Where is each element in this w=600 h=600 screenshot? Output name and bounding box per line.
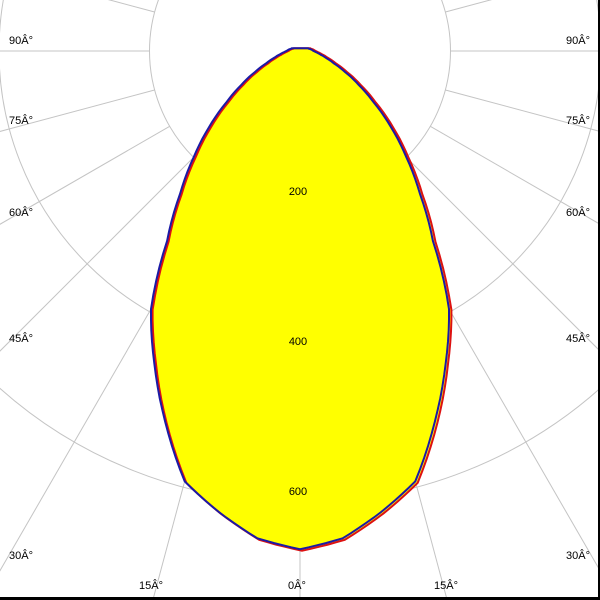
c90-curve [151, 47, 453, 552]
grid-spoke-105 [445, 0, 493, 13]
angle-label-right-90: 90Â° [566, 35, 590, 47]
ring-label-200: 200 [288, 186, 308, 198]
grid-spoke--60 [0, 125, 170, 225]
angle-label-right-75: 75Â° [566, 115, 590, 127]
ring-label-600: 600 [288, 486, 308, 498]
grid-spoke-75 [445, 89, 600, 132]
angle-label-bottom-0: 0Â° [288, 580, 306, 592]
c0-fill [151, 48, 449, 550]
angle-label-bottom-15-left: 15Â° [139, 580, 163, 592]
intensity-curves [150, 47, 453, 552]
angle-label-left-75: 75Â° [9, 115, 33, 127]
panel-border-right [598, 0, 600, 600]
angle-label-right-30: 30Â° [566, 550, 590, 562]
grid-spoke-45 [406, 157, 600, 352]
angle-label-bottom-15-right: 15Â° [434, 580, 458, 592]
ring-label-400: 400 [288, 336, 308, 348]
angle-label-left-60: 60Â° [9, 207, 33, 219]
angle-label-left-90: 90Â° [9, 35, 33, 47]
angle-label-left-30: 30Â° [9, 550, 33, 562]
panel-border-bottom [0, 597, 600, 600]
angle-label-left-45: 45Â° [9, 333, 33, 345]
grid-spoke--75 [0, 89, 155, 132]
c0-curve [150, 47, 450, 551]
grid-spoke--45 [0, 157, 194, 352]
angle-label-right-45: 45Â° [566, 333, 590, 345]
grid-spoke-60 [430, 125, 600, 225]
angle-label-right-60: 60Â° [566, 207, 590, 219]
grid-spoke--105 [107, 0, 155, 13]
